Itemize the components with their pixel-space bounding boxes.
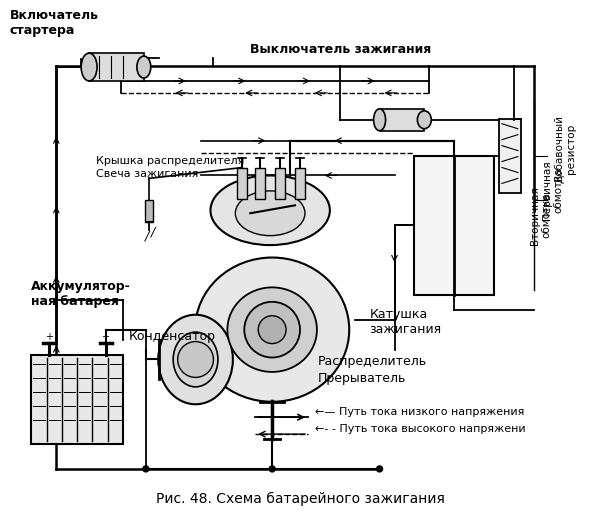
Circle shape	[178, 342, 214, 378]
Text: Распределитель: Распределитель	[318, 354, 427, 367]
Ellipse shape	[173, 332, 218, 387]
Text: ←— Путь тока низкого напряжения: ←— Путь тока низкого напряжения	[315, 407, 524, 417]
Text: +: +	[46, 332, 53, 342]
Ellipse shape	[81, 53, 97, 81]
Bar	[499, 119, 521, 193]
Bar	[89, 53, 144, 81]
Text: Крышка распределителя: Крышка распределителя	[96, 156, 244, 166]
Bar	[415, 156, 494, 295]
Bar	[295, 167, 305, 200]
Ellipse shape	[235, 191, 305, 235]
Ellipse shape	[374, 109, 386, 131]
Bar	[238, 167, 247, 200]
Bar	[380, 109, 424, 131]
Text: /: /	[145, 230, 149, 243]
Bar	[145, 200, 153, 222]
Text: Включатель
стартера: Включатель стартера	[10, 10, 98, 37]
Ellipse shape	[211, 175, 330, 245]
Text: Катушка
зажигания: Катушка зажигания	[370, 308, 442, 336]
Text: Свеча зажигания: Свеча зажигания	[96, 169, 199, 180]
Bar	[31, 354, 123, 444]
Text: Рис. 48. Схема батарейного зажигания: Рис. 48. Схема батарейного зажигания	[155, 492, 445, 506]
Ellipse shape	[227, 287, 317, 372]
Text: Конденсатор: Конденсатор	[129, 329, 216, 343]
Ellipse shape	[158, 315, 233, 404]
Text: −: −	[102, 332, 110, 342]
Circle shape	[244, 302, 300, 357]
Text: /: /	[151, 225, 155, 239]
Ellipse shape	[195, 258, 349, 402]
Bar	[275, 167, 285, 200]
Text: Прерыватель: Прерыватель	[318, 372, 406, 385]
Circle shape	[258, 316, 286, 344]
Ellipse shape	[137, 56, 151, 78]
Text: Вторичная
обмотка: Вторичная обмотка	[530, 186, 551, 244]
Circle shape	[269, 466, 275, 472]
Bar	[255, 167, 265, 200]
Text: Добавочный
резистор: Добавочный резистор	[555, 115, 577, 183]
Text: ←- - Путь тока высокого напряжени: ←- - Путь тока высокого напряжени	[315, 424, 526, 434]
Text: Первичная
обмотка: Первичная обмотка	[542, 161, 563, 220]
Ellipse shape	[418, 111, 431, 129]
Circle shape	[377, 466, 383, 472]
Text: Аккумулятор-
ная батарея: Аккумулятор- ная батарея	[31, 280, 131, 308]
Circle shape	[143, 466, 149, 472]
Text: Выключатель зажигания: Выключатель зажигания	[250, 43, 431, 56]
